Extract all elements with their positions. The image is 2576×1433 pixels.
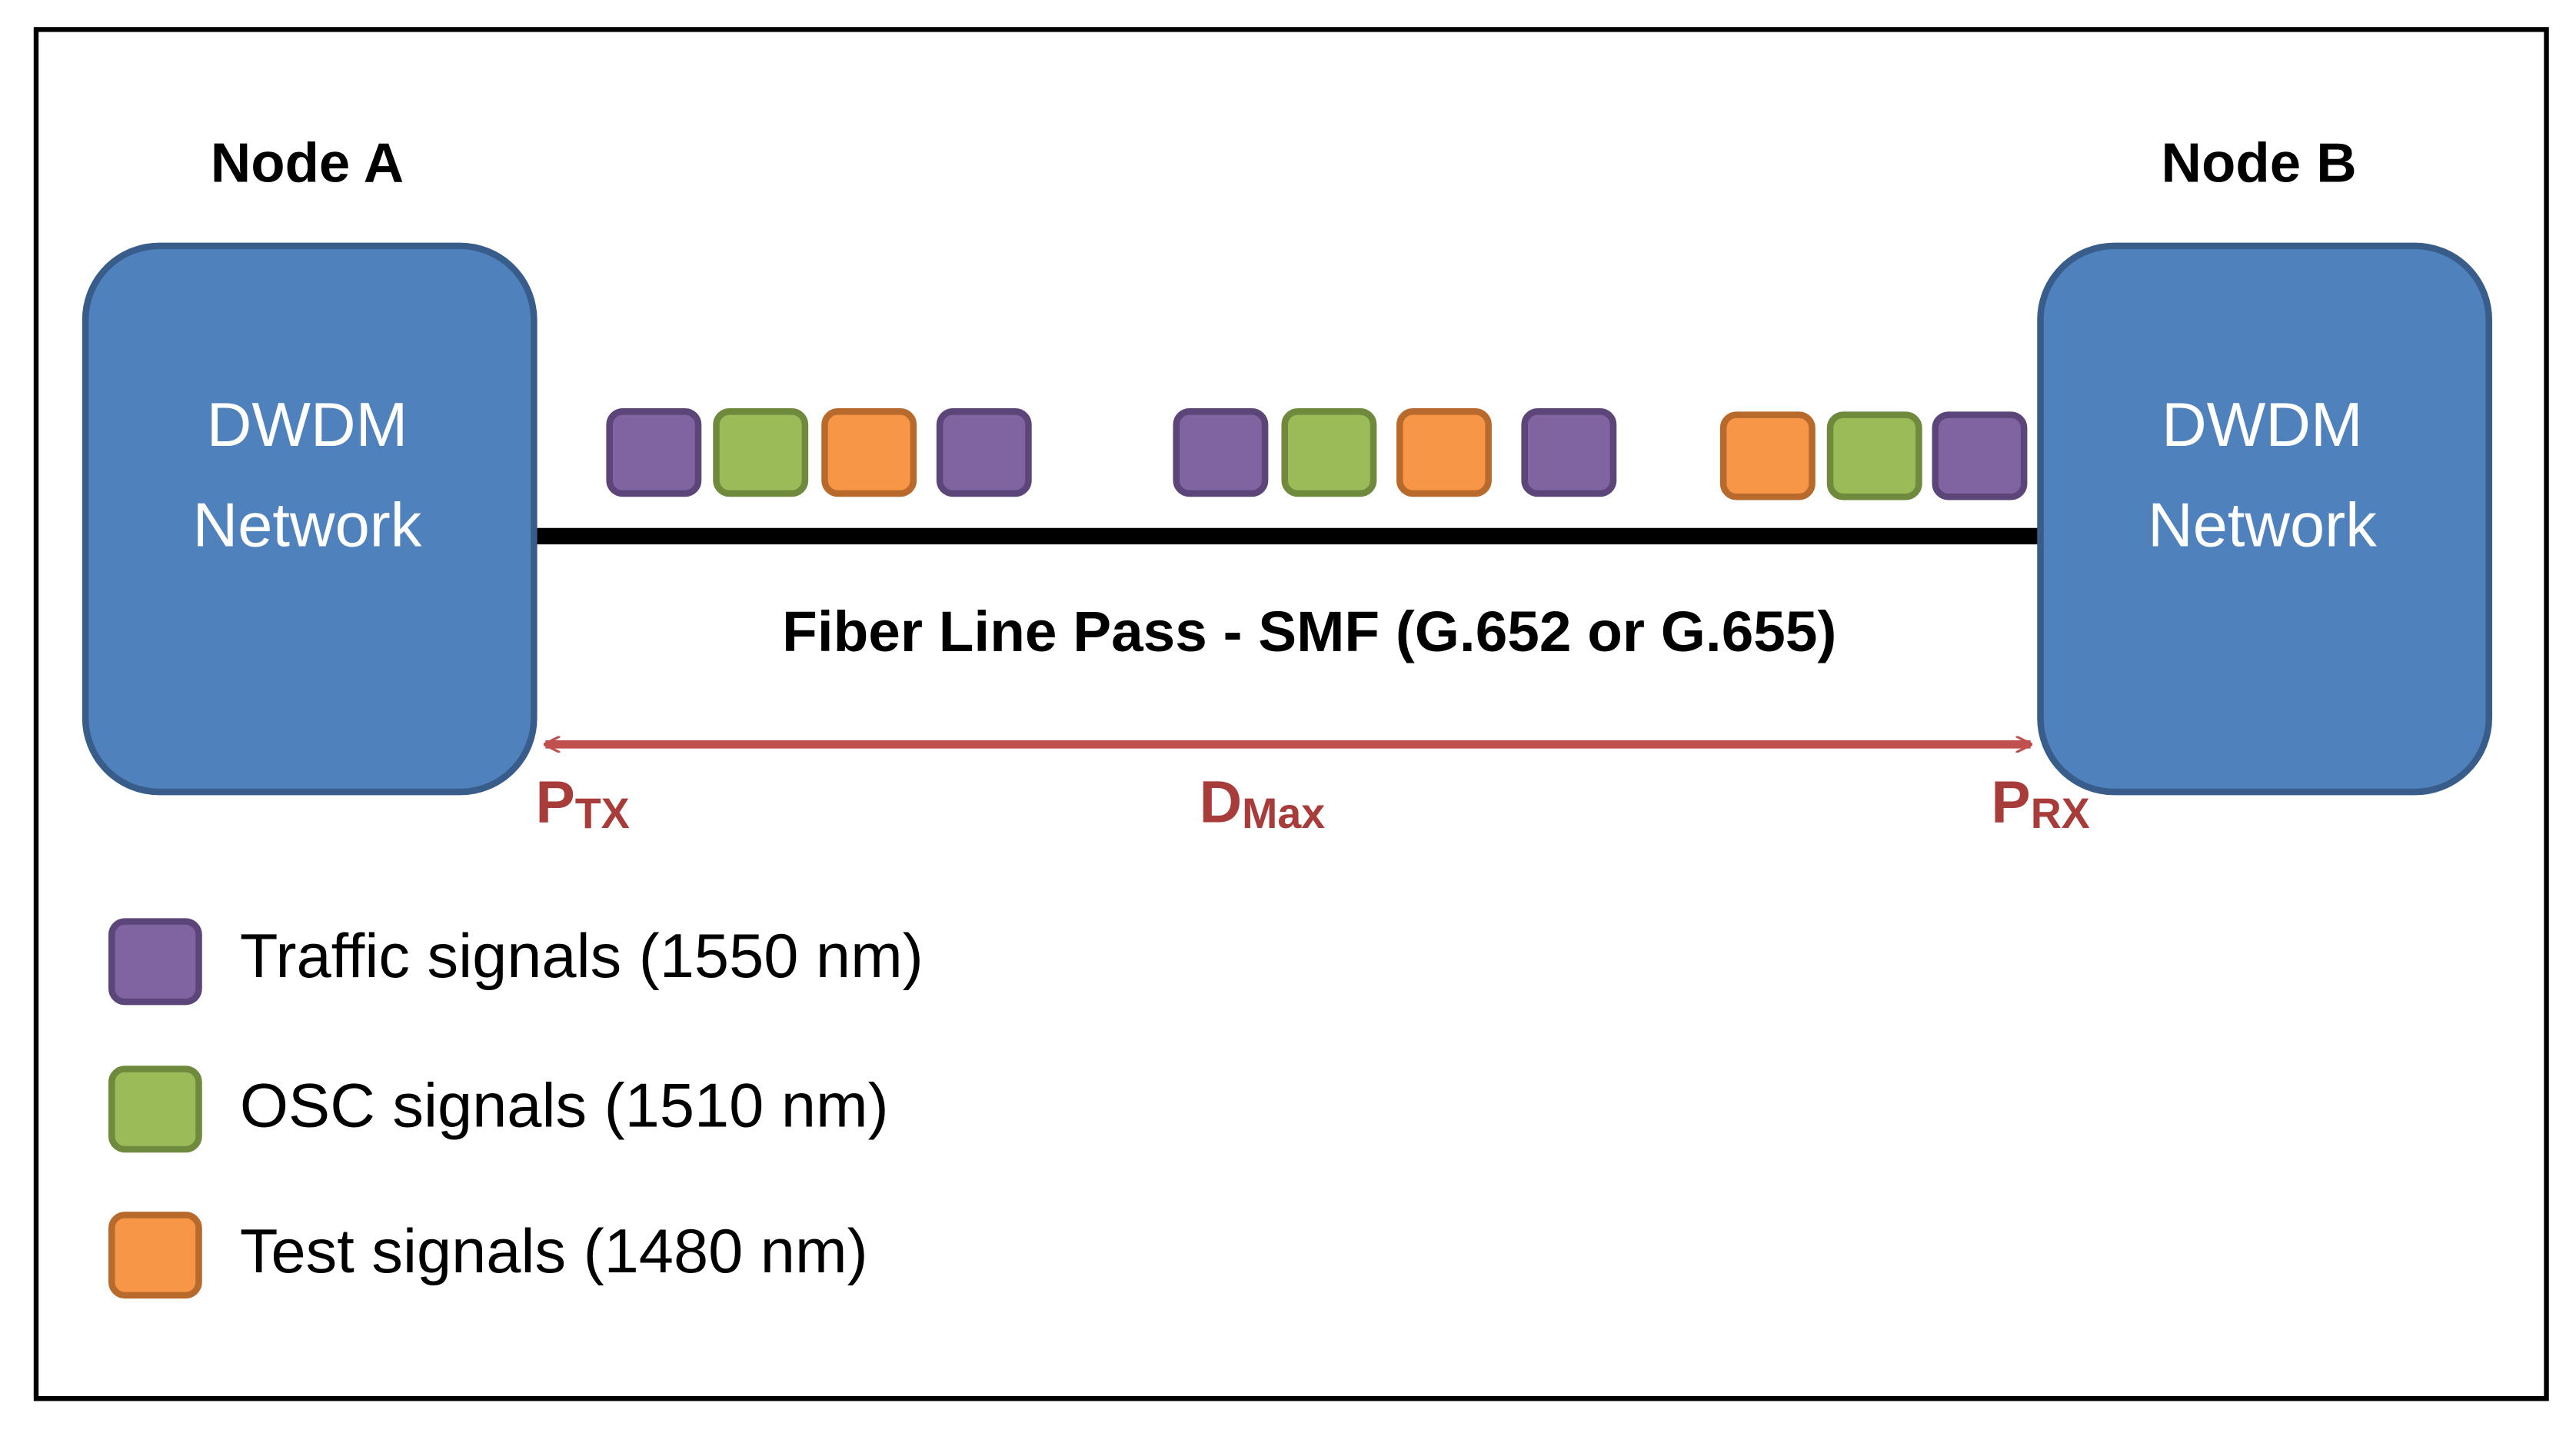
signal [1396, 408, 1492, 497]
signal [713, 408, 809, 497]
signal [1719, 411, 1816, 500]
signal [821, 408, 917, 497]
node-label: DWDM [207, 391, 408, 460]
node-label: Network [193, 490, 422, 560]
node-title: Node A [211, 132, 404, 195]
signal [1281, 408, 1377, 497]
measure-sub: TX [575, 790, 630, 837]
signal [1826, 411, 1922, 500]
legend-label: Traffic signals (1550 nm) [240, 922, 924, 991]
measure-main: P [535, 770, 574, 836]
measure-sub: Max [1242, 790, 1325, 837]
measure-sub: RX [2031, 790, 2090, 837]
signal [1173, 408, 1269, 497]
node-title: Node B [2162, 132, 2357, 195]
measure-main: P [1991, 770, 2030, 836]
legend-label: OSC signals (1510 nm) [240, 1071, 889, 1140]
node-label: Network [2148, 490, 2377, 560]
legend-swatch [108, 1212, 202, 1299]
legend-swatch [108, 1066, 202, 1153]
signals [606, 408, 2028, 500]
legend-swatch [108, 918, 202, 1006]
signal [606, 408, 702, 497]
legend: Traffic signals (1550 nm) OSC signals (1… [108, 918, 924, 1299]
measure-label: PTX [535, 770, 629, 837]
node-box [82, 242, 537, 796]
signal [1932, 411, 2028, 500]
signal [1521, 408, 1617, 497]
measure-label: DMax [1200, 770, 1326, 837]
measure-main: D [1200, 770, 1243, 836]
legend-label: Test signals (1480 nm) [240, 1217, 868, 1286]
node-box [2037, 242, 2493, 796]
fiber-label: Fiber Line Pass - SMF (G.652 or G.655) [782, 599, 1836, 663]
measure-label: PRX [1991, 770, 2089, 837]
signal [936, 408, 1032, 497]
node-label: DWDM [2162, 391, 2363, 460]
